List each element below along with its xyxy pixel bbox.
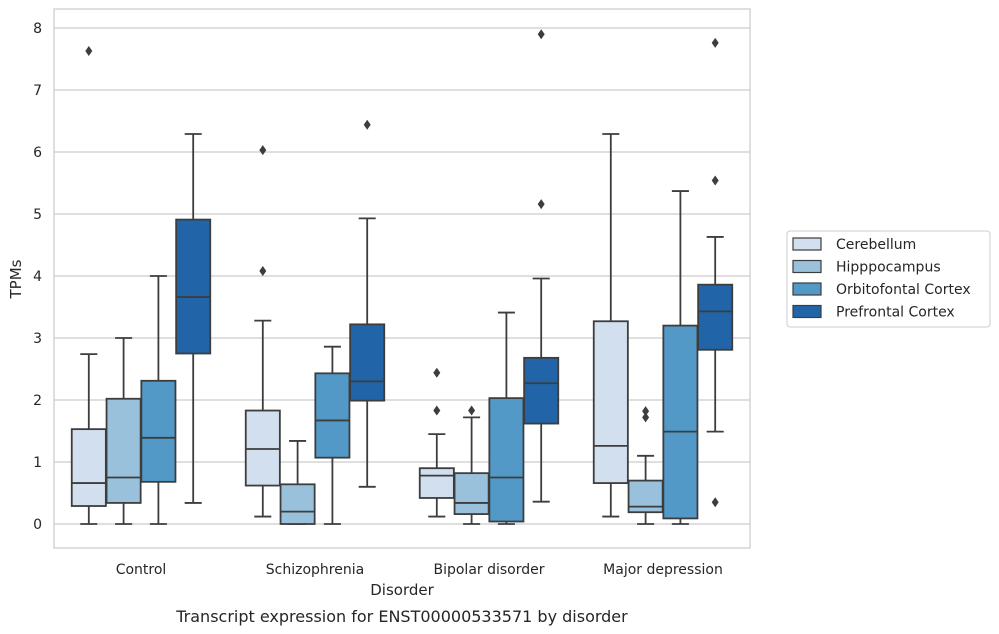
legend-swatch — [792, 259, 822, 274]
y-tick-label: 4 — [33, 269, 42, 285]
box-cerebellum-bipolar-disorder — [418, 367, 455, 518]
box-iqr — [453, 472, 490, 515]
chart-caption: Transcript expression for ENST0000053357… — [175, 607, 628, 626]
y-tick-label: 0 — [33, 517, 42, 533]
box-prefrontal-cortex-major-depression — [697, 37, 734, 508]
y-tick-label: 1 — [33, 455, 42, 471]
legend: Cerebellum Hipppocampus Orbitofontal Corte… — [786, 230, 991, 328]
box-prefrontal-cortex-bipolar-disorder — [523, 29, 560, 503]
outlier-marker — [85, 45, 93, 56]
box-orbitofontal-cortex-major-depression — [662, 190, 699, 525]
outlier-marker — [642, 406, 650, 417]
box-iqr — [244, 409, 281, 487]
box-iqr — [70, 428, 107, 507]
outlier-marker — [433, 367, 441, 378]
y-tick-label: 2 — [33, 393, 42, 409]
outlier-marker — [259, 145, 267, 156]
box-prefrontal-cortex-control — [175, 133, 212, 504]
box-iqr — [349, 323, 386, 402]
y-tick-label: 6 — [33, 145, 42, 161]
box-cerebellum-control — [70, 45, 107, 525]
box-prefrontal-cortex-schizophrenia — [349, 119, 386, 488]
x-tick-label: Schizophrenia — [266, 562, 364, 578]
box-cerebellum-schizophrenia — [244, 145, 281, 518]
box-hipppocampus-schizophrenia — [279, 440, 316, 525]
outlier-marker — [711, 497, 719, 508]
outlier-marker — [537, 199, 545, 210]
x-tick-label: Control — [116, 562, 167, 578]
legend-label: Cerebellum — [836, 237, 916, 253]
legend-label: Prefrontal Cortex — [836, 305, 955, 321]
legend-swatch — [792, 282, 822, 296]
y-axis-title: TPMs — [7, 259, 25, 299]
legend-label: Hipppocampus — [836, 260, 941, 276]
x-axis-title: Disorder — [370, 581, 434, 599]
outlier-marker — [711, 175, 719, 186]
outlier-marker — [642, 412, 650, 423]
plot-frame — [53, 8, 751, 549]
x-tick-label: Bipolar disorder — [433, 562, 544, 578]
y-tick-label: 5 — [33, 207, 42, 223]
y-tick-label: 8 — [33, 21, 42, 37]
box-iqr — [314, 372, 351, 459]
box-iqr — [523, 356, 560, 425]
box-cerebellum-major-depression — [592, 133, 629, 518]
legend-item: Prefrontal Cortex — [792, 304, 955, 321]
legend-label: Orbitofontal Cortex — [836, 282, 971, 298]
box-iqr — [105, 397, 142, 504]
legend-item: Orbitofontal Cortex — [792, 282, 971, 298]
box-hipppocampus-major-depression — [627, 406, 664, 525]
y-tick-label: 7 — [33, 83, 42, 99]
outlier-marker — [363, 119, 371, 130]
legend-item: Hipppocampus — [792, 259, 941, 276]
box-iqr — [175, 218, 212, 355]
legend-frame — [786, 230, 991, 328]
x-tick-label: Major depression — [603, 562, 723, 578]
y-tick-label: 3 — [33, 331, 42, 347]
legend-item: Cerebellum — [792, 237, 916, 253]
outlier-marker — [468, 405, 476, 416]
boxes — [70, 29, 734, 525]
box-orbitofontal-cortex-control — [140, 275, 177, 525]
box-orbitofontal-cortex-bipolar-disorder — [488, 311, 525, 525]
box-iqr — [279, 483, 316, 525]
box-iqr — [488, 397, 525, 523]
legend-swatch — [792, 304, 822, 319]
box-iqr — [418, 467, 455, 499]
box-iqr — [697, 283, 734, 351]
outlier-marker — [433, 405, 441, 416]
outlier-marker — [537, 29, 545, 40]
box-iqr — [592, 320, 629, 484]
outlier-marker — [259, 266, 267, 277]
outlier-marker — [711, 37, 719, 48]
box-orbitofontal-cortex-schizophrenia — [314, 345, 351, 525]
box-iqr — [662, 324, 699, 520]
box-iqr — [140, 379, 177, 483]
y-tick-labels: 0 1 2 3 4 5 6 7 8 — [33, 21, 42, 533]
legend-swatch — [792, 237, 822, 251]
x-tick-labels: Control Schizophrenia Bipolar disorder Majo… — [116, 562, 723, 578]
